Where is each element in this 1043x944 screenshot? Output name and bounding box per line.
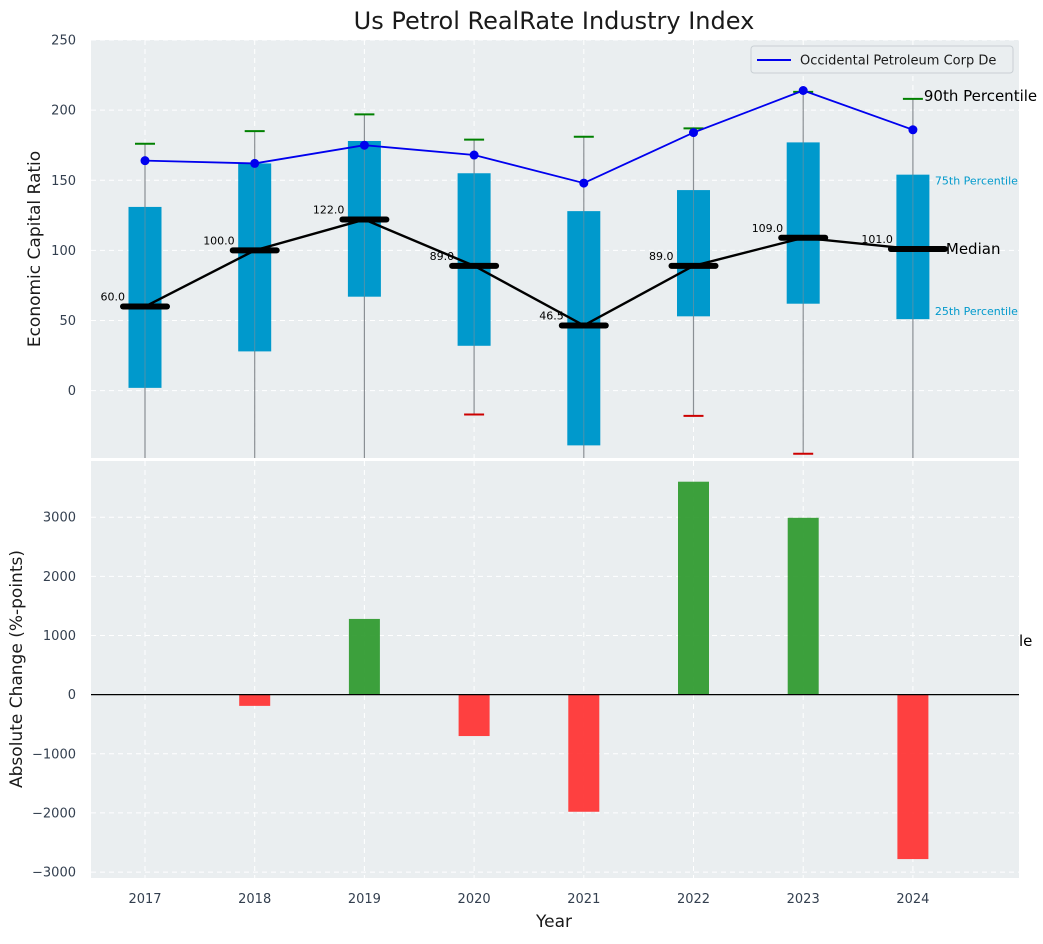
bottom-y-tick-label: 3000 [43, 511, 76, 526]
x-tick-label: 2021 [567, 892, 600, 907]
legend-label: Occidental Petroleum Corp De [800, 54, 996, 69]
bottom-y-tick-label: −2000 [32, 806, 76, 821]
negative-change-bar [897, 694, 929, 860]
change-bars [239, 481, 929, 860]
median-value-label: 46.5 [539, 309, 564, 322]
negative-change-bar [239, 694, 271, 706]
p75-annotation: 75th Percentile [935, 175, 1018, 188]
bottom-y-axis-title: Absolute Change (%-points) [7, 550, 27, 788]
median-value-label: 100.0 [203, 234, 235, 247]
median-value-label: 89.0 [649, 250, 674, 263]
chart-title: Us Petrol RealRate Industry Index [354, 7, 755, 35]
company-point [140, 156, 150, 166]
p25-annotation: 25th Percentile [935, 305, 1018, 318]
x-tick-label: 2018 [238, 892, 271, 907]
x-tick-label: 2022 [677, 892, 710, 907]
positive-change-bar [787, 517, 819, 695]
median-value-label: 122.0 [313, 204, 345, 217]
clipped-annotation: le [1019, 632, 1032, 650]
company-line-series [140, 85, 918, 188]
company-point [689, 128, 698, 138]
top-y-tick-label: 250 [51, 34, 76, 49]
x-axis-title: Year [535, 912, 572, 932]
percentile-annotations: 90th Percentile 75th Percentile Median 25th… [924, 87, 1037, 318]
absolute-change-panel: −3000 −2000 −1000 0 1000 2000 3000 le 2017 2018… [7, 461, 1032, 932]
x-tick-label: 2020 [458, 892, 491, 907]
x-tick-label: 2023 [787, 892, 820, 907]
legend-box [750, 45, 1014, 74]
bottom-y-tick-label: −3000 [32, 866, 76, 881]
bottom-y-tick-label: −1000 [32, 747, 76, 762]
top-y-tick-label: 50 [59, 314, 76, 329]
bottom-plot-area [91, 461, 1019, 878]
x-tick-label: 2019 [348, 892, 381, 907]
company-point [798, 85, 808, 95]
median-annotation: Median [946, 240, 1001, 258]
bottom-y-tick-label: 1000 [43, 629, 76, 644]
bottom-y-tick-label: 2000 [43, 570, 76, 585]
x-tick-labels: 2017 2018 2019 2020 2021 2022 2023 2024 [128, 892, 929, 907]
top-y-tick-label: 150 [51, 174, 76, 189]
top-y-tick-label: 100 [51, 244, 76, 259]
bottom-y-tick-label: 0 [68, 688, 76, 703]
positive-change-bar [348, 618, 380, 695]
top-y-tick-label: 200 [51, 104, 76, 119]
median-value-label: 101.0 [861, 233, 893, 246]
median-series: 60.0 100.0 122.0 89.0 46.5 89.0 109.0 101.0 [101, 204, 938, 329]
company-point [469, 150, 479, 160]
median-value-label: 109.0 [752, 222, 784, 235]
box-series [128, 90, 930, 458]
p90-annotation: 90th Percentile [924, 87, 1037, 105]
company-point [250, 158, 260, 168]
negative-change-bar [458, 694, 490, 737]
median-value-label: 89.0 [430, 250, 455, 263]
company-line [144, 89, 914, 185]
top-y-tick-labels: 0 50 100 150 200 250 [51, 34, 76, 400]
legend[interactable]: Occidental Petroleum Corp De [750, 45, 1014, 74]
negative-change-bar [568, 694, 600, 812]
company-point [579, 178, 589, 188]
x-tick-label: 2024 [896, 892, 929, 907]
x-tick-label: 2017 [128, 892, 161, 907]
capital-ratio-panel: 0 50 100 150 200 250 60.0 100.0 122.0 89.0 46.5 89… [25, 7, 1037, 458]
median-value-label: 60.0 [101, 291, 126, 304]
company-point [359, 140, 369, 150]
top-y-tick-label: 0 [68, 384, 76, 399]
median-line [144, 218, 914, 327]
bottom-y-tick-labels: −3000 −2000 −1000 0 1000 2000 3000 [32, 511, 76, 881]
positive-change-bar [678, 481, 709, 695]
company-point [908, 125, 918, 135]
top-y-axis-title: Economic Capital Ratio [25, 151, 45, 347]
